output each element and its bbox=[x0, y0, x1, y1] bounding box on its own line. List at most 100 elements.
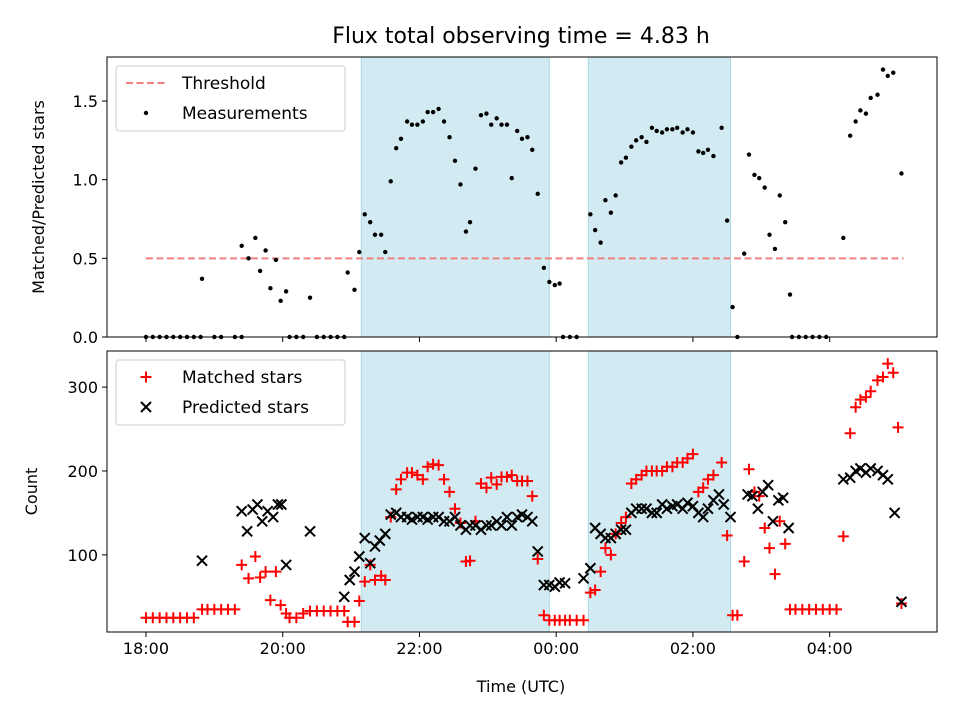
counts-point bbox=[615, 517, 627, 529]
counts-point bbox=[236, 559, 248, 571]
counts-point bbox=[595, 566, 607, 578]
counts-point bbox=[264, 594, 276, 606]
counts-point bbox=[297, 608, 309, 620]
legend-label: Measurements bbox=[182, 104, 308, 124]
counts-point bbox=[348, 616, 360, 628]
counts-point bbox=[506, 519, 518, 532]
counts-point bbox=[235, 505, 248, 517]
counts-point bbox=[782, 522, 795, 534]
ratio-point bbox=[436, 106, 441, 112]
ratio-point bbox=[700, 150, 706, 156]
counts-point bbox=[501, 471, 513, 483]
counts-point bbox=[406, 467, 418, 479]
ratio-point bbox=[680, 130, 685, 135]
ratio-point bbox=[664, 127, 670, 132]
counts-point bbox=[359, 576, 371, 588]
counts-point bbox=[635, 502, 648, 515]
ratio-point bbox=[515, 128, 520, 134]
counts-point bbox=[256, 515, 268, 527]
ratio-point bbox=[885, 73, 890, 79]
ratio-shaded-interval-0 bbox=[360, 56, 550, 338]
ratio-point bbox=[711, 153, 716, 159]
legend-label: Threshold bbox=[181, 74, 266, 94]
ratio-point bbox=[452, 158, 458, 164]
counts-point bbox=[449, 511, 461, 523]
counts-point bbox=[506, 469, 518, 481]
counts-point bbox=[895, 597, 907, 609]
ratio-point bbox=[420, 119, 426, 124]
counts-point bbox=[254, 571, 266, 583]
ratio-point bbox=[552, 282, 558, 288]
ratio-point bbox=[263, 248, 268, 253]
counts-point bbox=[480, 482, 492, 494]
ratio-point bbox=[535, 191, 540, 197]
counts-point bbox=[763, 542, 775, 554]
ratio-point bbox=[388, 179, 393, 184]
ratio-point bbox=[357, 249, 362, 255]
counts-legend: Matched stars Predicted stars bbox=[115, 359, 346, 426]
counts-axes-frame bbox=[106, 350, 938, 633]
ratio-point bbox=[409, 122, 415, 127]
ratio-y-axis-label: Matched/Predicted stars bbox=[29, 100, 48, 294]
ratio-point bbox=[762, 185, 767, 190]
counts-point bbox=[615, 523, 627, 536]
legend-marker-swatch bbox=[140, 401, 152, 413]
ratio-point bbox=[853, 119, 858, 124]
counts-point bbox=[188, 612, 200, 624]
counts-point bbox=[395, 473, 407, 485]
counts-point bbox=[837, 530, 849, 542]
ratio-point bbox=[504, 122, 510, 127]
counts-point bbox=[713, 488, 725, 501]
ratio-point bbox=[447, 135, 452, 140]
counts-shaded-interval-1 bbox=[587, 350, 732, 633]
counts-point bbox=[650, 507, 663, 519]
counts-point bbox=[559, 577, 571, 590]
ratio-point bbox=[868, 95, 873, 101]
counts-point bbox=[620, 523, 632, 536]
counts-point bbox=[495, 519, 508, 532]
ratio-point bbox=[425, 109, 430, 115]
ratio-point bbox=[598, 240, 603, 245]
ratio-point bbox=[654, 128, 659, 134]
counts-point bbox=[275, 498, 288, 511]
ratio-point bbox=[841, 235, 846, 241]
counts-point bbox=[864, 462, 877, 475]
ratio-point bbox=[670, 127, 675, 132]
counts-point bbox=[589, 584, 601, 596]
counts-point bbox=[850, 401, 862, 413]
ratio-point bbox=[858, 108, 863, 113]
counts-point bbox=[892, 421, 904, 433]
counts-point bbox=[379, 528, 391, 540]
ratio-point bbox=[783, 219, 788, 225]
ratio-point bbox=[899, 171, 904, 176]
ratio-point bbox=[592, 227, 598, 233]
counts-panel: 18:00 20:00 22:00 00:00 02:00 04:00 100 200 300 C… bbox=[22, 350, 938, 658]
counts-point bbox=[877, 371, 889, 383]
ratio-point bbox=[530, 147, 535, 153]
ratio-y-tick-label: 0.0 bbox=[73, 328, 98, 347]
counts-point bbox=[697, 482, 709, 494]
counts-point bbox=[882, 358, 894, 370]
legend-label: Matched stars bbox=[182, 368, 302, 388]
counts-point bbox=[433, 459, 445, 471]
counts-point bbox=[196, 554, 208, 567]
ratio-point bbox=[489, 122, 494, 127]
counts-point bbox=[860, 391, 872, 403]
counts-point bbox=[369, 574, 381, 586]
ratio-point bbox=[383, 249, 388, 255]
legend-marker-swatch bbox=[143, 110, 149, 116]
counts-point bbox=[584, 562, 597, 574]
ratio-point bbox=[741, 251, 747, 256]
counts-point bbox=[767, 515, 779, 527]
counts-point bbox=[348, 565, 361, 578]
ratio-point bbox=[772, 246, 778, 252]
ratio-point bbox=[499, 122, 504, 127]
counts-point bbox=[731, 609, 743, 621]
counts-point bbox=[844, 427, 856, 439]
counts-point bbox=[241, 525, 253, 538]
ratio-point bbox=[278, 298, 283, 304]
counts-point bbox=[364, 557, 376, 569]
counts-point bbox=[338, 605, 350, 617]
counts-point bbox=[717, 498, 730, 511]
